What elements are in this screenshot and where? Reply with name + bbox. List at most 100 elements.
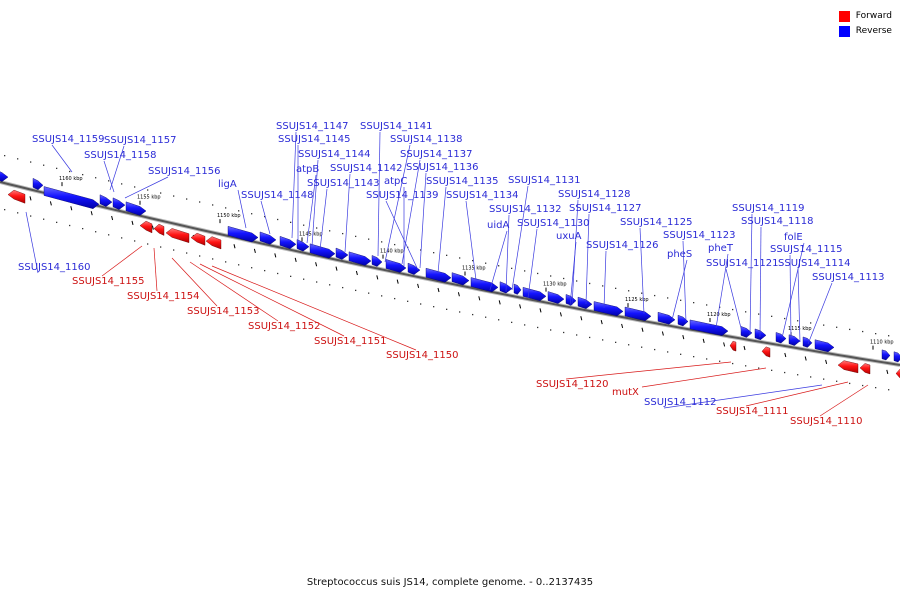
guide-dot xyxy=(888,389,890,391)
guide-dot xyxy=(472,313,474,316)
guide-dot xyxy=(212,258,214,260)
minor-tick xyxy=(519,304,522,309)
guide-dot xyxy=(251,213,253,215)
guide-dot xyxy=(264,269,266,272)
reverse-gene xyxy=(754,328,767,341)
reverse-gene-label: SSUJS14_1126 xyxy=(586,240,659,251)
minor-tick xyxy=(253,248,256,253)
reverse-leader-line xyxy=(437,186,447,274)
guide-dot xyxy=(810,376,812,378)
minor-tick xyxy=(437,287,440,293)
minor-tick xyxy=(886,369,889,375)
guide-dot xyxy=(680,299,682,301)
reverse-gene-label: SSUJS14_1131 xyxy=(508,175,581,186)
guide-dot xyxy=(524,324,526,326)
legend-forward-label: Forward xyxy=(855,11,892,21)
reverse-leader-line xyxy=(759,226,762,338)
guide-dot xyxy=(797,374,799,376)
minor-tick xyxy=(29,196,32,201)
minor-tick xyxy=(294,257,297,262)
guide-dot xyxy=(69,224,71,227)
minor-tick xyxy=(743,345,746,351)
forward-leader-line xyxy=(153,247,158,292)
reverse-gene-label: SSUJS14_1147 xyxy=(276,121,349,132)
guide-dot xyxy=(381,241,383,243)
guide-dot xyxy=(745,311,747,313)
reverse-gene-label: SSUJS14_1134 xyxy=(446,190,519,201)
minor-tick xyxy=(600,319,603,325)
guide-dot xyxy=(342,286,344,289)
guide-dot xyxy=(849,382,851,385)
guide-dot xyxy=(771,369,773,371)
reverse-gene xyxy=(565,294,577,306)
guide-dot xyxy=(550,275,552,277)
guide-dot xyxy=(186,252,188,254)
guide-dot xyxy=(95,177,97,179)
minor-tick xyxy=(478,296,481,301)
forward-leader-line xyxy=(819,384,869,417)
reverse-gene xyxy=(407,262,421,275)
reverse-gene xyxy=(775,332,787,344)
guide-dot xyxy=(888,335,890,337)
forward-gene-label: SSUJS14_1150 xyxy=(386,350,459,361)
guide-dot xyxy=(745,365,747,367)
guide-dot xyxy=(459,257,461,259)
reverse-gene-label: SSUJS14_1130 xyxy=(517,218,590,229)
legend-reverse-label: Reverse xyxy=(855,26,892,36)
guide-dot xyxy=(446,254,448,256)
guide-dot xyxy=(680,353,682,355)
reverse-leader-line xyxy=(489,230,508,291)
reverse-leader-line xyxy=(807,282,833,345)
forward-gene-label: SSUJS14_1120 xyxy=(536,379,609,390)
reverse-gene-label: SSUJS14_1123 xyxy=(663,230,736,241)
reverse-gene-label: SSUJS14_1156 xyxy=(148,166,221,177)
guide-dot xyxy=(381,295,383,297)
reverse-gene-label: SSUJS14_1157 xyxy=(104,135,177,146)
guide-dot xyxy=(628,290,630,292)
reverse-leader-line xyxy=(377,131,381,257)
forward-leader-line xyxy=(211,265,417,351)
guide-dot xyxy=(355,289,357,292)
guide-dot xyxy=(368,238,370,240)
guide-dot xyxy=(264,215,266,218)
reverse-leader-line xyxy=(505,214,510,293)
forward-leader-line xyxy=(641,367,767,388)
guide-dot xyxy=(589,336,591,339)
reverse-leader-line xyxy=(781,242,805,339)
guide-dot xyxy=(498,265,500,267)
guide-dot xyxy=(823,324,825,326)
minor-tick xyxy=(355,270,358,276)
reverse-gene-label: SSUJS14_1141 xyxy=(360,121,433,132)
guide-dot xyxy=(43,218,45,220)
reverse-gene xyxy=(371,255,383,267)
guide-dot xyxy=(147,243,149,245)
scale-tick-label: 1155 kbp xyxy=(137,195,161,201)
guide-dot xyxy=(316,227,318,229)
reverse-gene-label: SSUJS14_1159 xyxy=(32,134,105,145)
guide-dot xyxy=(17,158,19,160)
guide-dot xyxy=(121,237,123,239)
guide-dot xyxy=(56,167,58,170)
reverse-gene-label: SSUJS14_1137 xyxy=(400,149,473,160)
guide-dot xyxy=(160,246,162,248)
scale-tick-label: 1110 kbp xyxy=(870,340,894,346)
reverse-gene xyxy=(227,226,259,243)
guide-dot xyxy=(290,275,292,278)
reverse-gene-label: ligA xyxy=(218,179,237,190)
reverse-gene xyxy=(99,194,113,207)
guide-dot xyxy=(277,218,279,221)
reverse-leader-line xyxy=(260,200,271,235)
guide-dot xyxy=(238,264,240,266)
reverse-gene xyxy=(451,272,470,286)
minor-tick xyxy=(417,283,420,288)
backbone xyxy=(0,181,900,366)
guide-dot xyxy=(849,328,851,331)
guide-dot xyxy=(173,249,175,251)
reverse-gene-label: SSUJS14_1160 xyxy=(18,262,91,273)
reverse-gene-label: uidA xyxy=(487,220,509,231)
forward-swatch xyxy=(838,11,850,22)
reverse-gene xyxy=(577,296,593,309)
guide-dot xyxy=(303,224,305,226)
reverse-gene-label: SSUJS14_1119 xyxy=(732,203,805,214)
